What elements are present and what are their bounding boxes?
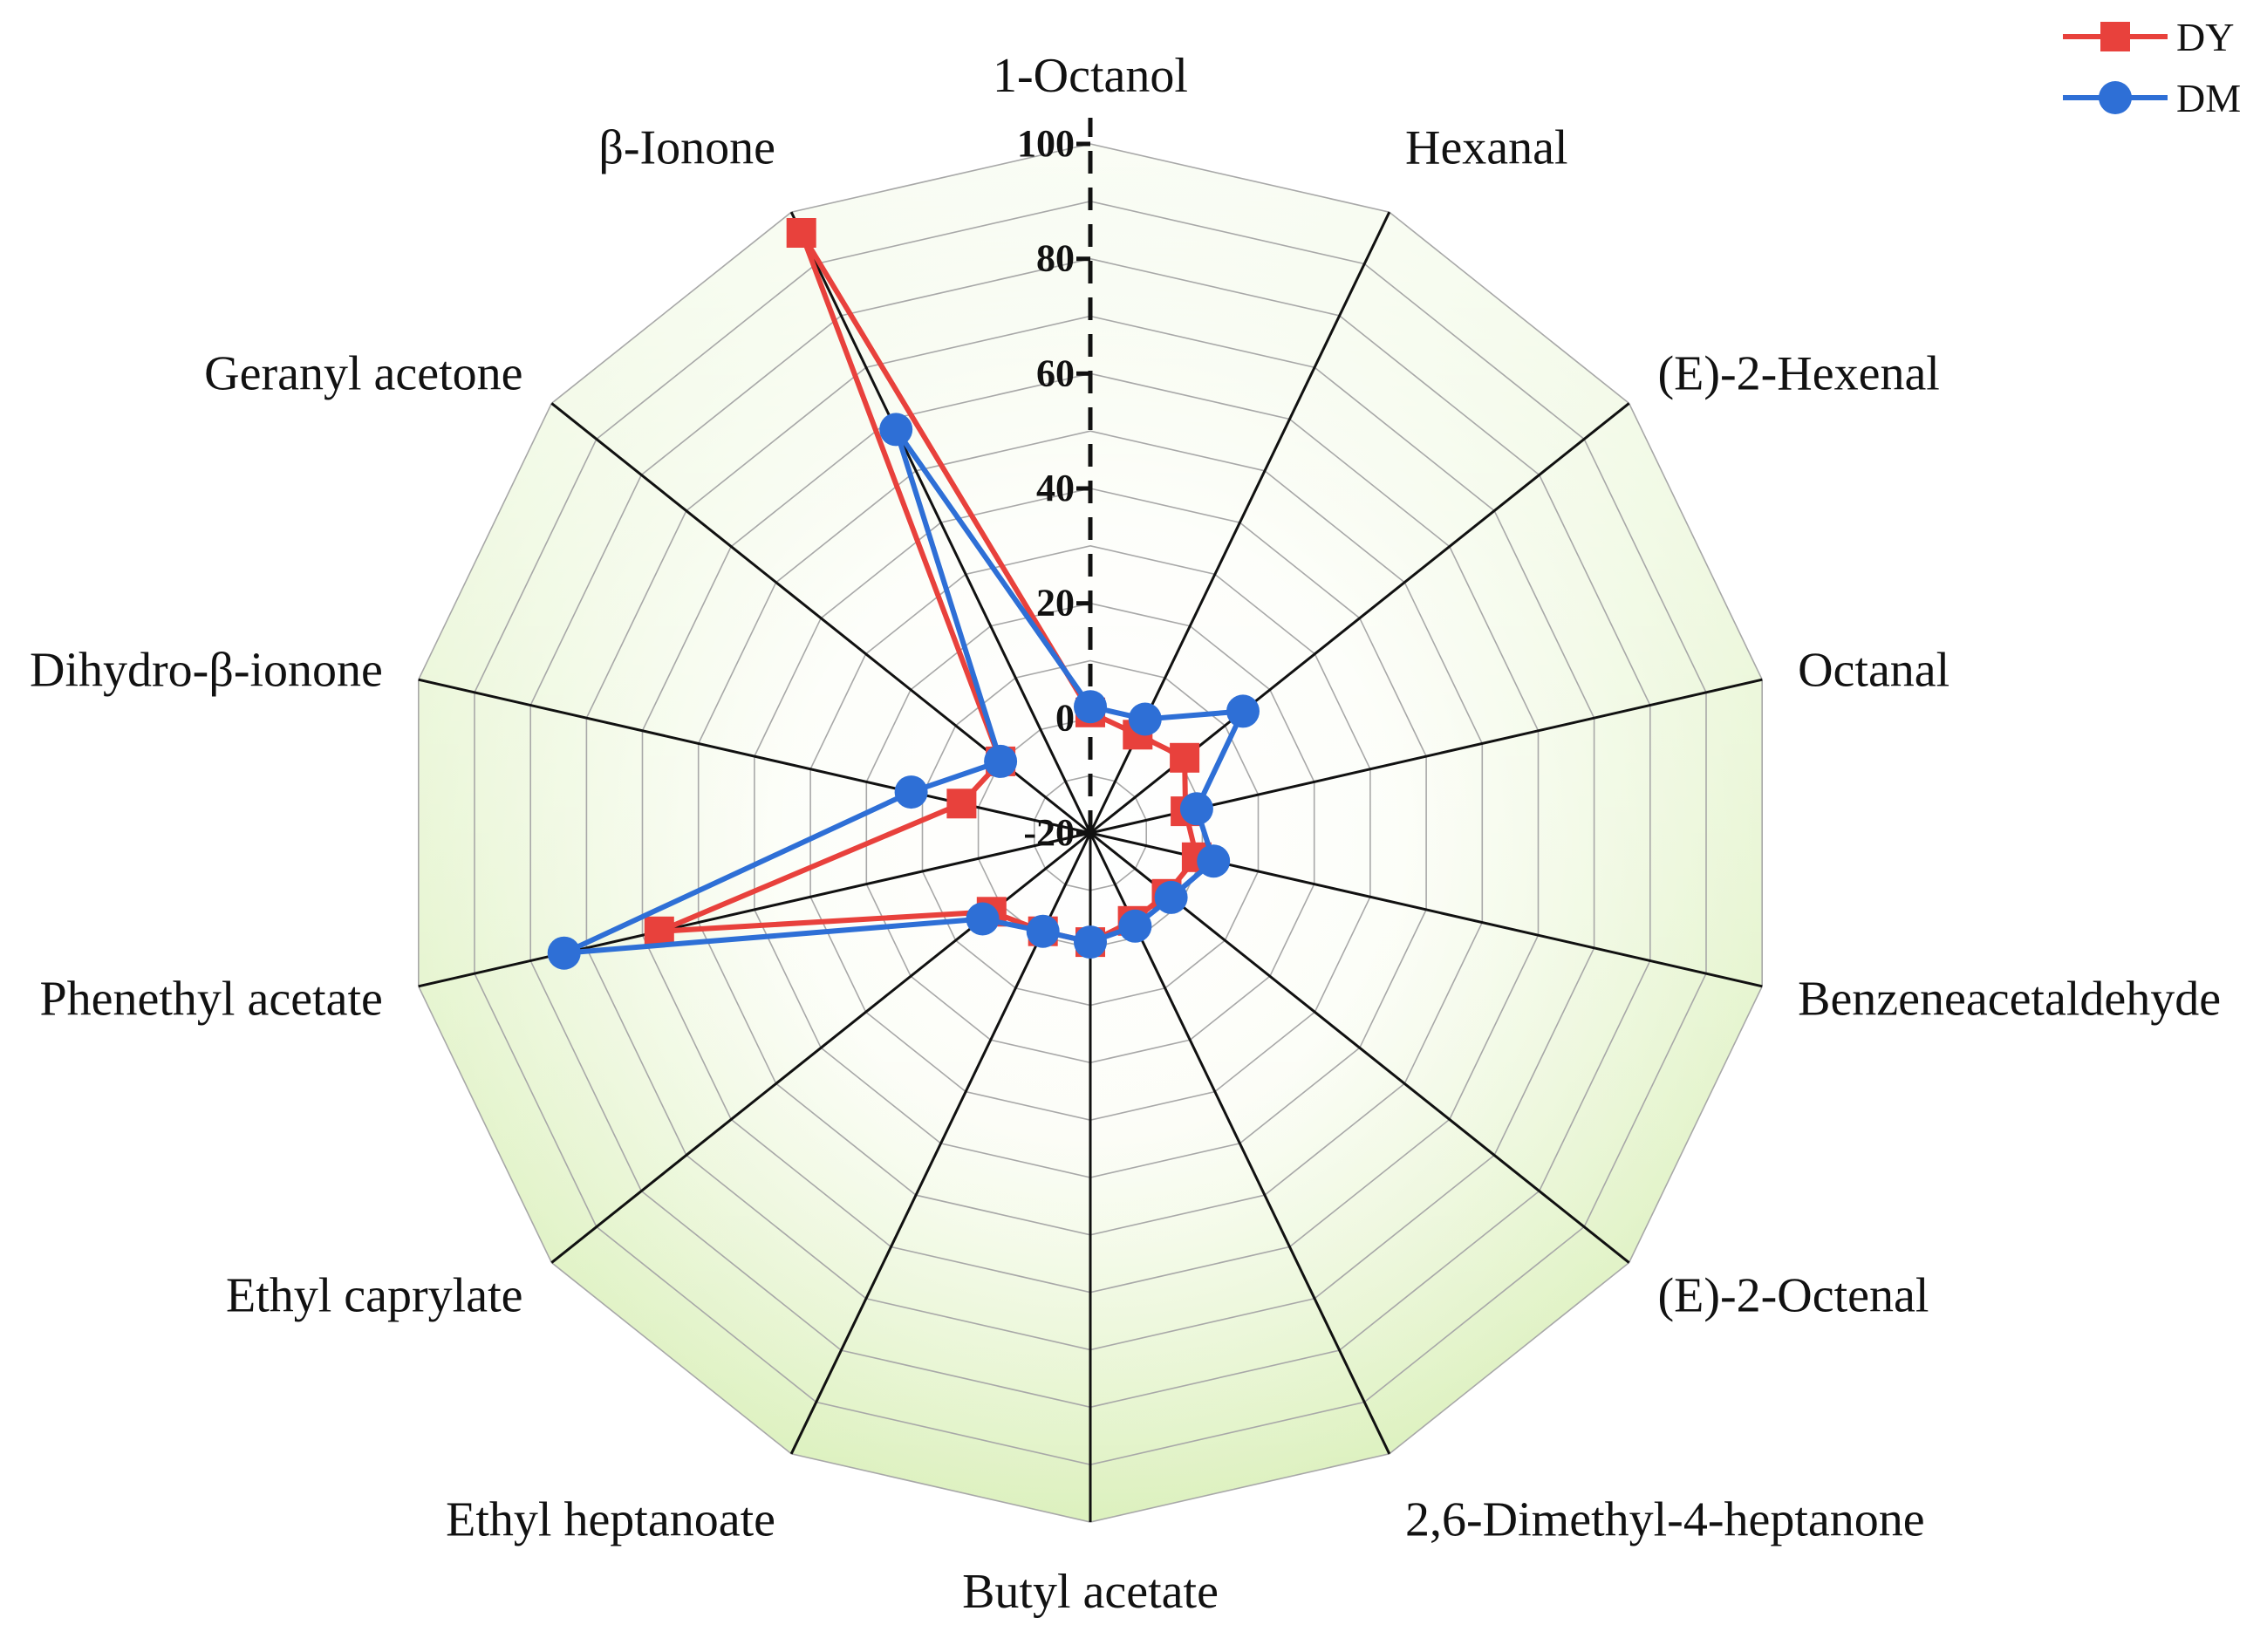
data-point	[946, 788, 977, 819]
data-point	[1128, 702, 1162, 736]
category-label: Geranyl acetone	[204, 346, 522, 400]
category-label: Butyl acetate	[962, 1565, 1219, 1619]
data-point	[879, 413, 913, 447]
data-point	[1026, 914, 1060, 948]
axis-spoke	[418, 678, 1091, 835]
category-label: (E)-2-Hexenal	[1658, 346, 1940, 400]
radial-tick-label: -20	[1023, 811, 1075, 854]
legend-entry-DM: DM	[2063, 76, 2241, 120]
category-label: 2,6-Dimethyl-4-heptanone	[1405, 1493, 1925, 1547]
data-point	[1226, 694, 1260, 728]
data-point	[1197, 844, 1231, 878]
data-point	[1074, 690, 1107, 724]
data-point	[1074, 925, 1107, 959]
legend-marker	[2099, 81, 2132, 114]
category-label: Benzeneacetaldehyde	[1798, 973, 2221, 1027]
data-point	[644, 916, 674, 946]
data-point	[1179, 792, 1213, 826]
legend-entry-DY: DY	[2063, 15, 2234, 59]
category-label: Octanal	[1798, 643, 1949, 697]
series-DM	[547, 413, 1260, 970]
category-label: Dihydro-β-ionone	[30, 643, 383, 697]
data-point	[1118, 909, 1152, 943]
radial-tick-label: 40	[1036, 467, 1075, 509]
axis-spoke	[418, 831, 1091, 988]
radial-tick-label: 0	[1055, 696, 1075, 739]
radial-tick-label: 80	[1036, 237, 1075, 280]
data-point	[547, 936, 581, 970]
category-label: Ethyl caprylate	[226, 1269, 523, 1323]
radial-tick-label: 100	[1017, 122, 1075, 165]
legend-label: DM	[2176, 76, 2241, 120]
data-point	[966, 902, 1000, 936]
category-label: β-Ionone	[598, 120, 775, 174]
legend-marker	[2100, 22, 2130, 51]
radial-tick-label: 60	[1036, 352, 1075, 394]
data-point	[894, 775, 928, 809]
category-label: Hexanal	[1405, 120, 1568, 174]
category-label: Ethyl heptanoate	[446, 1493, 775, 1547]
category-label: (E)-2-Octenal	[1658, 1269, 1929, 1323]
legend-label: DY	[2176, 15, 2234, 59]
radial-tick-label: 20	[1036, 582, 1075, 625]
data-point	[1170, 742, 1200, 773]
category-label: Phenethyl acetate	[40, 973, 383, 1027]
data-point	[1154, 880, 1188, 914]
axis-spoke	[789, 211, 1092, 834]
category-label: 1-Octanol	[993, 49, 1188, 103]
data-point	[786, 218, 816, 248]
data-point	[984, 744, 1018, 778]
